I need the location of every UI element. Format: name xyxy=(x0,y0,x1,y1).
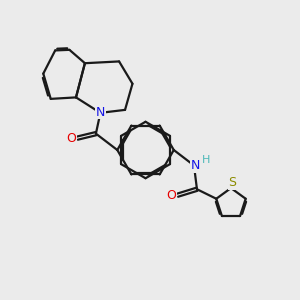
Text: H: H xyxy=(202,155,211,165)
Text: O: O xyxy=(67,132,76,145)
Text: S: S xyxy=(229,176,236,189)
Text: N: N xyxy=(96,106,105,119)
Text: O: O xyxy=(166,189,176,202)
Text: N: N xyxy=(191,159,200,172)
